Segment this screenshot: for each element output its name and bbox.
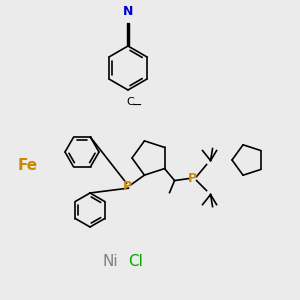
Text: Ni: Ni (102, 254, 118, 269)
Text: P: P (123, 180, 132, 193)
Text: P: P (188, 172, 197, 185)
Text: N: N (123, 5, 133, 18)
Text: Cl: Cl (128, 254, 143, 269)
Text: −: − (132, 99, 142, 112)
Text: C: C (126, 97, 134, 107)
Text: Fe: Fe (18, 158, 38, 172)
